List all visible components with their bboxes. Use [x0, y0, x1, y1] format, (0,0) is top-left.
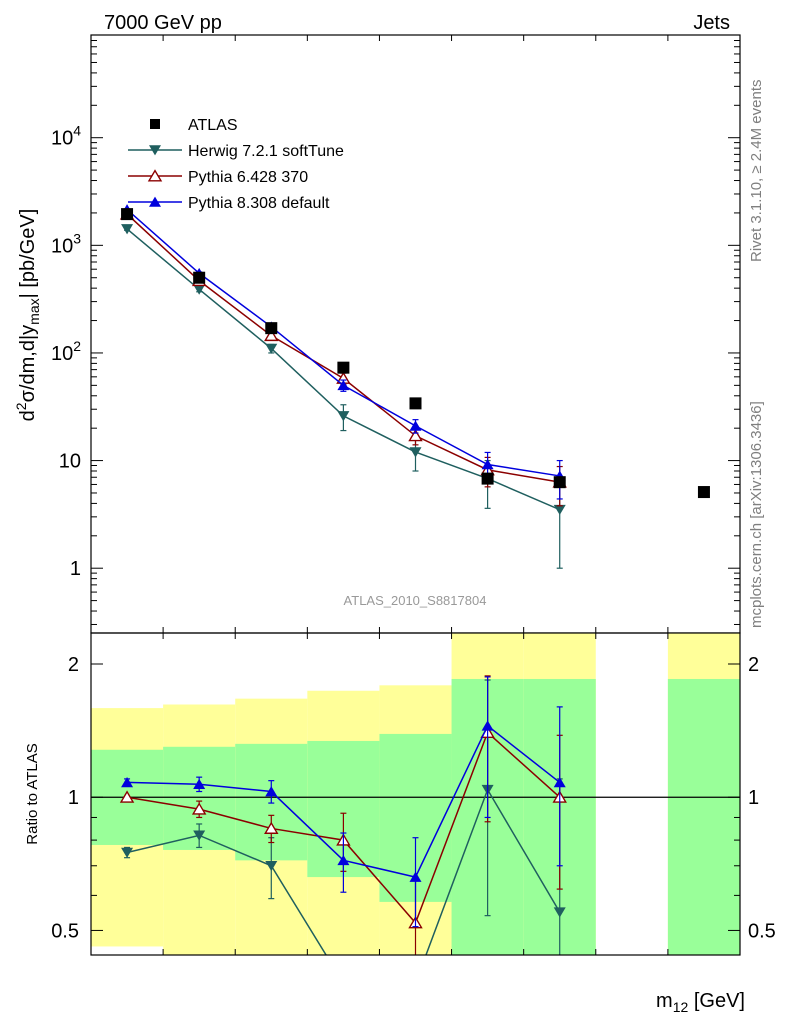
legend-atlas-label: ATLAS — [188, 117, 238, 134]
ratio-pythia-8-308-default-point — [121, 777, 134, 788]
main-atlas-point — [337, 361, 350, 374]
ratio-herwig-7-2-1-softtune-point — [121, 847, 134, 858]
main-atlas-point — [265, 322, 278, 335]
ratio-y-tick-label-right: 1 — [748, 787, 759, 809]
legend-herwig-7-2-1-softtune-label: Herwig 7.2.1 softTune — [188, 143, 344, 160]
ratio-pythia-8-308-default-point — [553, 777, 566, 788]
ratio-herwig-7-2-1-softtune-point — [193, 830, 206, 841]
ratio-herwig-7-2-1-softtune-point — [410, 978, 422, 988]
main-y-tick-label: 10 — [59, 451, 81, 473]
main-pythia-6-428-370-line — [126, 213, 560, 483]
main-pythia-6-428-370-point — [408, 428, 423, 442]
ratio-herwig-7-2-1-softtune-point — [553, 907, 566, 918]
ratio-y-tick-label-right: 0.5 — [748, 920, 776, 942]
ratio-pythia-6-428-370-point — [264, 821, 279, 834]
main-atlas-point — [481, 472, 494, 485]
ratio-pythia-6-428-370-point — [191, 802, 207, 815]
main-atlas-point — [553, 476, 566, 489]
ratio-pythia-8-308-default-point — [409, 871, 422, 882]
energy-label: 7000 GeV pp — [104, 12, 222, 34]
ratio-y-tick-label-right: 2 — [748, 654, 759, 676]
main-herwig-7-2-1-softtune-point — [337, 411, 350, 422]
ratio-pythia-8-308-default-point — [337, 854, 350, 866]
source-label: mcplots.cern.ch [arXiv:1306.3436] — [748, 401, 765, 628]
main-pythia-8-308-default-line — [126, 208, 560, 477]
main-y-tick-label: 104 — [51, 123, 81, 150]
rivet-version-label: Rivet 3.1.10, ≥ 2.4M events — [748, 80, 765, 263]
category-label: Jets — [693, 12, 730, 34]
main-herwig-7-2-1-softtune-point — [553, 504, 566, 516]
legend-pythia-8-308-default-marker — [149, 196, 161, 207]
main-atlas-point — [697, 486, 710, 499]
ratio-herwig-7-2-1-softtune-point — [337, 978, 349, 988]
ratio-y-axis-label: Ratio to ATLAS — [24, 743, 41, 844]
svg-text:d2σ/dm,d|ymax| [pb/GeV]: d2σ/dm,d|ymax| [pb/GeV] — [13, 209, 42, 422]
main-y-tick-label: 1 — [70, 558, 81, 580]
ratio-panel: 0.5 0.5 1 1 2 2 Ratio to ATLAS m12 [GeV] — [24, 632, 776, 1015]
main-atlas-point — [193, 271, 206, 284]
ratio-frame — [90, 632, 741, 956]
main-herwig-7-2-1-softtune-point — [409, 447, 422, 458]
legend-pythia-6-428-370-marker — [147, 169, 163, 182]
main-y-tick-label: 103 — [51, 230, 81, 257]
main-atlas-point — [121, 208, 134, 221]
legend-herwig-7-2-1-softtune-marker — [149, 145, 161, 156]
ratio-herwig-7-2-1-softtune-point — [265, 860, 278, 872]
legend: ATLAS Herwig 7.2.1 softTune Pythia 6.428 3… — [128, 117, 344, 212]
ratio-y-tick-label-left: 2 — [68, 654, 79, 676]
main-herwig-7-2-1-softtune-point — [265, 343, 278, 354]
ratio-y-tick-label-left: 1 — [68, 787, 79, 809]
main-herwig-7-2-1-softtune-point — [193, 284, 206, 295]
main-pythia-8-308-default-point — [337, 379, 350, 391]
main-herwig-7-2-1-softtune-point — [121, 224, 134, 235]
ratio-inner-band — [667, 678, 740, 955]
main-y-axis-label: d2σ/dm,d|ymax| [pb/GeV] — [13, 209, 42, 422]
main-pythia-8-308-default-point — [481, 459, 494, 470]
main-pythia-8-308-default-point — [409, 420, 422, 431]
main-pythia-6-428-370-point — [264, 328, 279, 342]
ratio-pythia-8-308-default-point — [193, 778, 206, 790]
ratio-y-tick-label-left: 0.5 — [51, 920, 79, 942]
main-atlas-point — [409, 397, 422, 410]
ratio-pythia-6-428-370-point — [119, 790, 135, 803]
x-axis-label: m12 [GeV] — [656, 990, 745, 1015]
main-y-tick-label: 102 — [51, 338, 81, 365]
legend-atlas-marker — [150, 119, 160, 129]
ratio-pythia-8-308-default-point — [265, 786, 278, 797]
legend-pythia-8-308-default-label: Pythia 8.308 default — [188, 195, 330, 212]
analysis-label: ATLAS_2010_S8817804 — [344, 593, 487, 608]
legend-pythia-6-428-370-label: Pythia 6.428 370 — [188, 169, 308, 186]
ratio-pythia-8-308-default-point — [481, 720, 494, 731]
